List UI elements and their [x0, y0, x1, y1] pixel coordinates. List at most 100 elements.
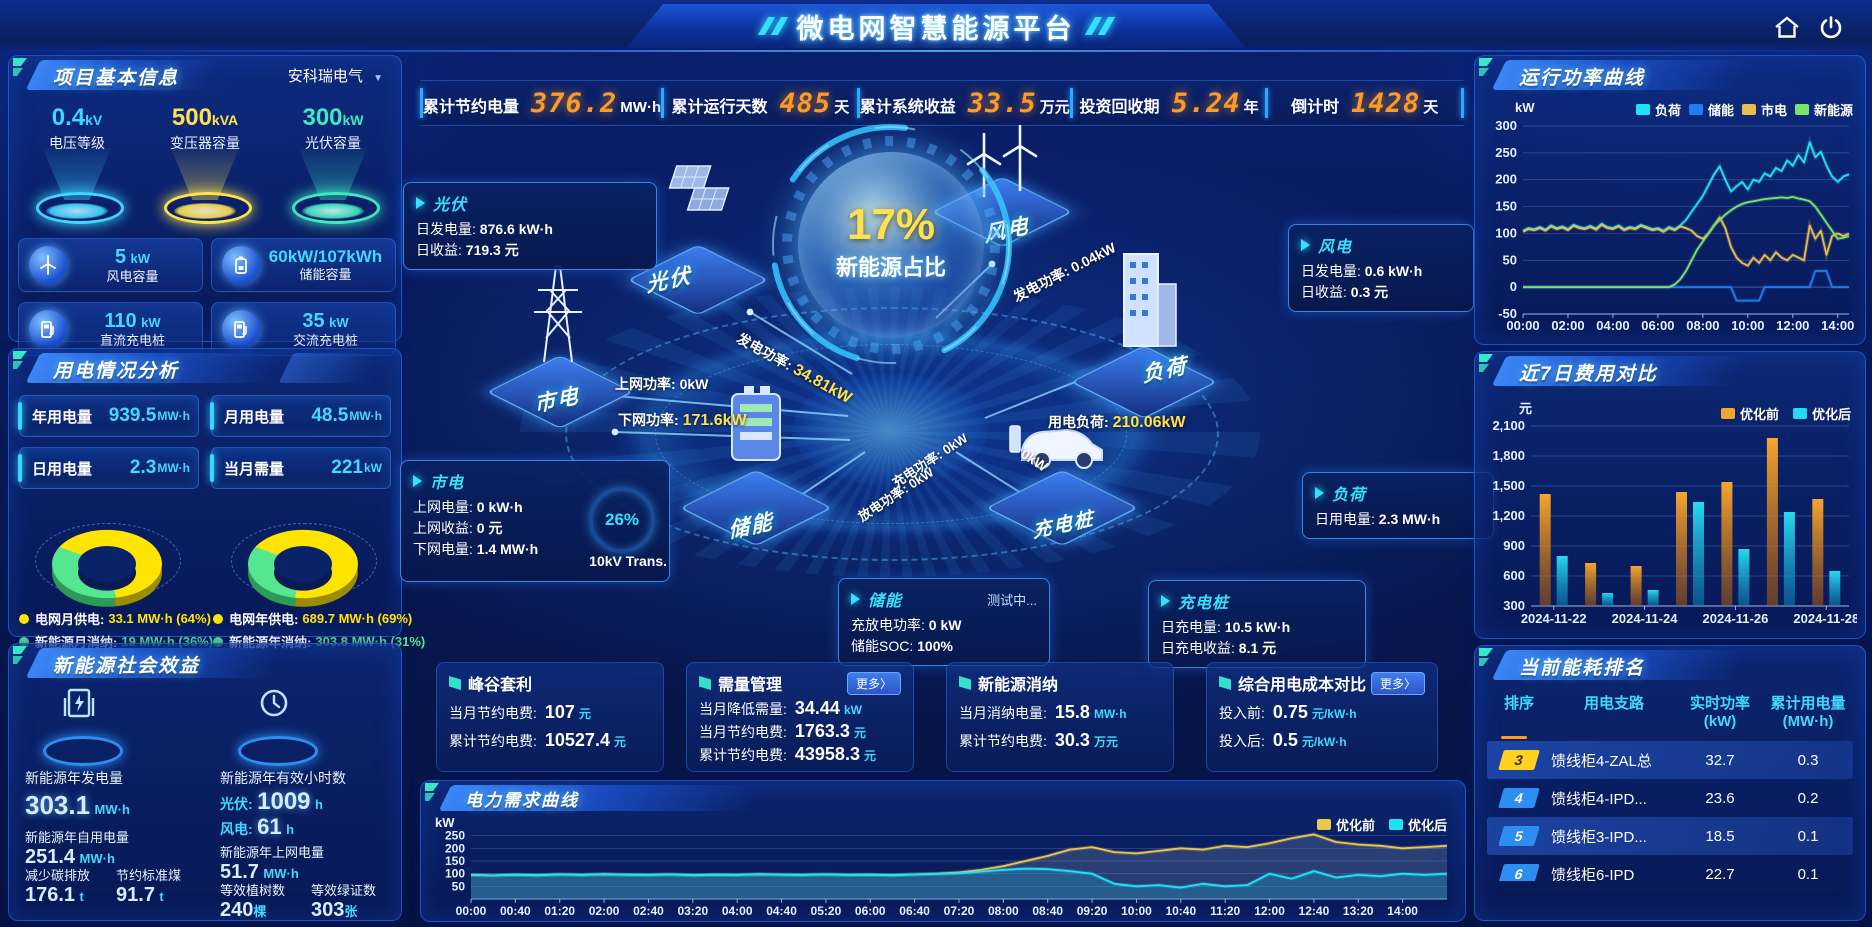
battery-icon	[222, 246, 260, 284]
kpi-separator	[1461, 88, 1464, 118]
company-dropdown[interactable]: 安科瑞电气 ▼	[288, 65, 383, 86]
legend-item[interactable]: 优化后	[1792, 404, 1851, 423]
power-icon[interactable]	[1816, 14, 1846, 42]
kpi-label: 累计系统收益	[859, 98, 956, 116]
box-row: 当月节约电费: 1763.3 元	[699, 721, 866, 741]
stat-value: 2.3	[129, 457, 157, 478]
legend-swatch	[1741, 104, 1756, 115]
stat-unit: t	[159, 889, 164, 904]
arrow-icon	[1161, 595, 1170, 607]
run-power-legend: 负荷 储能 市电 新能源	[1635, 100, 1853, 119]
svg-text:250: 250	[1495, 145, 1517, 160]
table-row[interactable]: 3 馈线柜4-ZAL总 32.7 0.3	[1487, 741, 1853, 779]
svg-text:-50: -50	[1498, 306, 1517, 321]
home-icon[interactable]	[1772, 14, 1802, 42]
box-cost-comparison: 综合用电成本对比 更多〉 投入前: 0.75 元/kW·h 投入后: 0.5 元/kW·…	[1206, 662, 1438, 772]
legend-value: 33.1 MW·h (64%)	[108, 611, 211, 626]
box-row: 累计节约电费: 10527.4 元	[449, 730, 626, 750]
table-row[interactable]: 6 馈线柜6-IPD 22.7 0.1	[1487, 855, 1853, 881]
legend-item[interactable]: 优化后	[1388, 815, 1447, 834]
stat-value: 221	[331, 457, 363, 478]
chevron-down-icon: ▼	[373, 73, 383, 84]
wind-hours-unit: h	[286, 822, 295, 837]
export-stat: 新能源年上网电量 51.7 MW·h	[220, 842, 391, 884]
box-demand-management: 需量管理 更多〉 当月降低需量: 34.44 kW 当月节约电费: 1763.3 元 累…	[686, 662, 914, 772]
info-row: 日用电量: 2.3 MW·h	[1315, 511, 1441, 527]
kpi-label: 累计运行天数	[671, 98, 768, 116]
legend-item[interactable]: 市电	[1741, 100, 1787, 119]
stat-label: 减少碳排放	[25, 868, 91, 883]
table-row[interactable]: 4 馈线柜4-IPD... 23.6 0.2	[1487, 779, 1853, 817]
flag-icon	[449, 676, 461, 690]
svg-text:01:20: 01:20	[544, 904, 575, 918]
renewable-share-value: 17%	[846, 200, 936, 249]
social-right-column: 新能源年有效小时数 光伏: 1009 h 风电: 61 h 新能源年上网电量 5…	[220, 684, 391, 922]
company-dropdown-value[interactable]: 安科瑞电气	[287, 68, 363, 85]
solar-panel-icon	[668, 165, 730, 211]
info-row: 日充电收益: 8.1 元	[1161, 640, 1277, 656]
flag-icon	[959, 676, 971, 690]
svg-text:12:00: 12:00	[1254, 904, 1285, 918]
info-box-title: 光伏	[433, 197, 468, 214]
panel-cost-compare: 近7日费用对比 元 优化前 优化后 2,100 1,800 1,500 1,200 90…	[1474, 351, 1866, 639]
svg-text:04:00: 04:00	[722, 904, 753, 918]
card-wind-capacity: 5 kW 风电容量	[18, 238, 203, 292]
legend-swatch	[1792, 408, 1807, 419]
box-renewable-consumption: 新能源消纳 当月消纳电量: 15.8 MW·h 累计节约电费: 30.3 万元	[946, 662, 1174, 772]
legend-item[interactable]: 电网年供电: 689.7 MW·h (69%)	[213, 609, 425, 628]
stat-value: 48.5	[311, 405, 349, 426]
generation-pedestal	[25, 684, 135, 768]
pedestal-value: 300	[302, 104, 343, 131]
grid-info-box: 市电 上网电量: 0 kW·h 上网收益: 0 元 下网电量: 1.4 MW·h…	[400, 460, 670, 582]
glow-ring-inner	[46, 203, 108, 219]
building-icon	[1123, 253, 1177, 347]
legend-item[interactable]: 新能源	[1794, 100, 1853, 119]
charging-pile-icon	[29, 310, 67, 348]
stat-label: 新能源年自用电量	[25, 830, 130, 845]
pedestal-row: 0.4kV 电压等级 500kVA 变压器容量 300kW 光伏容量	[9, 94, 401, 230]
table-row[interactable]: 5 馈线柜3-IPD... 18.5 0.1	[1487, 817, 1853, 855]
capacity-cards: 5 kW 风电容量 60kW/107kWh 储能容量 110 kW 直流充电桩 …	[9, 230, 401, 356]
card-label: 交流充电桩	[292, 333, 358, 349]
svg-text:08:00: 08:00	[988, 904, 1019, 918]
kpi-bar: 累计节约电量 376.2 MW·h 累计运行天数 485 天 累计系统收益 33…	[420, 80, 1464, 126]
panel-social-benefit: 新能源社会效益 新能源年发电量 303.1 MW·h 新能源年自用电量 251.…	[8, 643, 402, 921]
glow-ring-inner	[302, 203, 364, 219]
stat-unit: t	[79, 889, 84, 904]
legend-item[interactable]: 优化前	[1316, 815, 1375, 834]
more-button[interactable]: 更多〉	[846, 671, 901, 695]
branch-cell: 馈线柜6-IPD	[1551, 866, 1635, 882]
card-label: 风电容量	[106, 269, 159, 285]
kpi-saved-energy: 累计节约电量 376.2 MW·h	[423, 88, 661, 119]
title-plate: 微电网智慧能源平台	[626, 4, 1246, 48]
transformer-load-gauge: 26%	[589, 487, 655, 553]
legend-dot	[213, 636, 224, 647]
flag-icon	[1219, 676, 1231, 690]
pedestal-pv: 300kW 光伏容量	[270, 104, 396, 230]
svg-text:03:20: 03:20	[677, 904, 708, 918]
panel-title: 新能源社会效益	[53, 656, 201, 677]
svg-text:0: 0	[1510, 279, 1517, 294]
more-button[interactable]: 更多〉	[1370, 671, 1425, 695]
panel-corner-icon	[1479, 58, 1493, 76]
donut-row	[9, 495, 401, 607]
legend-swatch	[1635, 104, 1650, 115]
stat-value: 303	[311, 899, 345, 921]
stat-unit: MW·h	[157, 409, 190, 423]
legend-dot	[19, 613, 29, 624]
svg-text:11:20: 11:20	[1210, 904, 1240, 918]
legend-item[interactable]: 优化前	[1720, 404, 1779, 423]
pv-info-box: 光伏 日发电量: 876.6 kW·h 日收益: 719.3 元	[403, 182, 657, 270]
panel-usage-analysis: 用电情况分析 年用电量 939.5 MW·h 月用电量 48.5 MW·h 日用电量…	[8, 348, 425, 650]
kpi-value: 376.2	[531, 87, 618, 119]
rank-badge: 4	[1498, 788, 1540, 808]
y-axis-unit: 元	[1519, 401, 1533, 416]
legend-item[interactable]: 储能	[1688, 100, 1734, 119]
energy-cell: 0.3	[1797, 751, 1819, 769]
info-row: 充放电功率: 0 kW	[851, 617, 962, 633]
pedestal-label: 变压器容量	[170, 135, 240, 151]
panel-header: 当前能耗排名	[1475, 646, 1865, 684]
legend-item[interactable]: 电网月供电: 33.1 MW·h (64%)	[19, 609, 213, 628]
legend-item[interactable]: 负荷	[1635, 100, 1681, 119]
